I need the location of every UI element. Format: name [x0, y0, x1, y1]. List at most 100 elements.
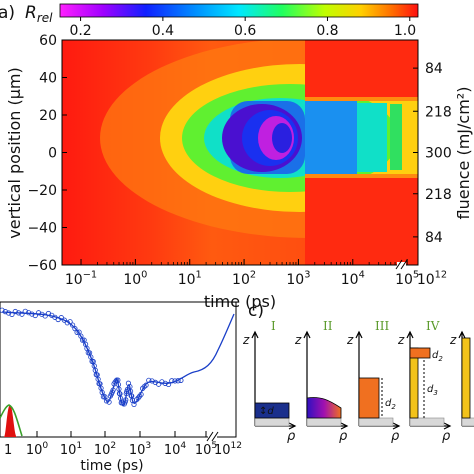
z-axis-arrow: [406, 330, 414, 339]
y-tick-label: −60: [27, 258, 57, 274]
data-points: [0, 307, 184, 408]
data-point: [138, 391, 144, 398]
thickness-label-d2: d2: [432, 350, 443, 363]
data-point: [2, 309, 8, 315]
ablated-column: [461, 337, 471, 419]
rho-axis-label: ρ: [339, 429, 348, 444]
data-point: [79, 337, 86, 343]
data-point: [12, 308, 18, 315]
panel-b-x-tick-label: 101: [60, 441, 82, 458]
fluence-tick-label: 218: [425, 187, 452, 203]
data-point: [22, 308, 28, 314]
data-point: [6, 310, 12, 316]
data-point: [149, 378, 155, 384]
rho-axis-label: ρ: [442, 429, 451, 444]
ejected-layer: [409, 347, 431, 359]
panel-b-axis-break: [206, 431, 219, 442]
red-pulse: [0, 405, 17, 437]
ablated-column: [409, 347, 419, 419]
film-layer: [254, 402, 290, 419]
panel-c: c) z ρ I ↕d z ρ II z ρ III d2 z ρ IV d2 d3 zρV: [242, 301, 474, 444]
rho-axis-arrow: [288, 422, 297, 430]
substrate: [461, 417, 474, 427]
x-axis-break: [395, 259, 408, 270]
y-ticks: 60 40 20 0 −20 −40 −60: [27, 33, 67, 274]
rho-axis-label: ρ: [287, 429, 296, 444]
data-point: [103, 398, 110, 404]
y-tick-label: 0: [48, 146, 57, 162]
thickness-label-d: ↕d: [259, 406, 274, 417]
y-tick-label: −40: [27, 221, 57, 237]
heatmap-orange-band-bottom: [305, 174, 418, 178]
data-point: [169, 378, 175, 384]
colorbar-symbol: Rrel: [25, 3, 53, 25]
x-tick-label: 103: [286, 270, 310, 288]
stage-label: IV: [426, 319, 440, 333]
x-tick-label: 102: [232, 270, 256, 288]
substrate: [409, 417, 445, 427]
colorbar-tick-label: 0.8: [316, 23, 338, 39]
data-point: [67, 319, 73, 325]
data-point: [42, 313, 48, 319]
melt-layer: [306, 397, 342, 419]
fluence-tick-label: 300: [425, 146, 452, 162]
data-point: [156, 381, 162, 387]
thickness-label-d3: d3: [427, 384, 438, 397]
z-axis-label: z: [242, 333, 250, 347]
y-tick-label: 20: [39, 108, 57, 124]
x-tick-label: 104: [341, 270, 365, 288]
panel-b-x-tick-label: 104: [164, 441, 187, 458]
stage-label: I: [271, 319, 276, 333]
heatmap-cyan-plateau: [357, 103, 387, 172]
rho-axis-arrow: [340, 422, 349, 430]
fluence-tick-label: 84: [425, 61, 443, 77]
data-point: [172, 378, 178, 384]
stage-3: z ρ III d2: [346, 319, 401, 444]
heatmap-blue-plateau: [305, 101, 357, 174]
stage-1: z ρ I ↕d: [242, 319, 297, 444]
data-point: [178, 377, 184, 383]
stage-label: III: [375, 319, 389, 333]
rho-axis-arrow: [443, 422, 452, 430]
data-point: [139, 385, 146, 392]
rho-axis-arrow: [392, 422, 401, 430]
data-point: [131, 401, 137, 408]
thickness-label-d2: d2: [385, 398, 396, 411]
colorbar: [59, 3, 419, 18]
data-point: [159, 379, 165, 385]
data-point: [64, 320, 70, 326]
data-point: [58, 315, 64, 321]
panel-b-x-tick-label-cut: 1: [4, 443, 12, 458]
stage-5: zρV: [449, 330, 474, 427]
z-axis-arrow: [303, 330, 311, 339]
z-axis-arrow: [458, 330, 466, 339]
data-point: [72, 326, 78, 332]
stage-4: z ρ IV d2 d3: [397, 319, 452, 444]
data-point: [162, 380, 168, 386]
data-point: [16, 310, 22, 316]
data-point: [0, 307, 5, 313]
x-break-tick-label: 1012: [417, 270, 447, 288]
y-tick-label: 60: [39, 33, 57, 49]
z-axis-arrow: [355, 330, 363, 339]
green-curve: [0, 404, 23, 437]
stage-label: II: [323, 319, 333, 333]
z-axis-arrow: [251, 330, 259, 339]
y-axis-label: vertical position (μm): [5, 67, 24, 238]
panel-b-x-tick-label: 102: [94, 441, 116, 458]
z-axis-label: z: [294, 333, 302, 347]
x-tick-label: 101: [178, 270, 202, 288]
panel-a-label: a): [0, 3, 15, 23]
data-point: [9, 311, 15, 317]
panel-b-x-tick-label: 100: [26, 441, 49, 458]
data-point: [26, 310, 32, 316]
panel-c-label: c): [248, 301, 264, 321]
x-tick-label: 100: [123, 270, 147, 288]
data-point: [175, 378, 181, 384]
colorbar-ticks: 0.2 0.4 0.6 0.8 1.0: [69, 17, 416, 39]
substrate: [254, 417, 290, 427]
z-axis-label: z: [397, 333, 405, 347]
data-point: [124, 388, 130, 395]
data-point: [123, 397, 129, 403]
